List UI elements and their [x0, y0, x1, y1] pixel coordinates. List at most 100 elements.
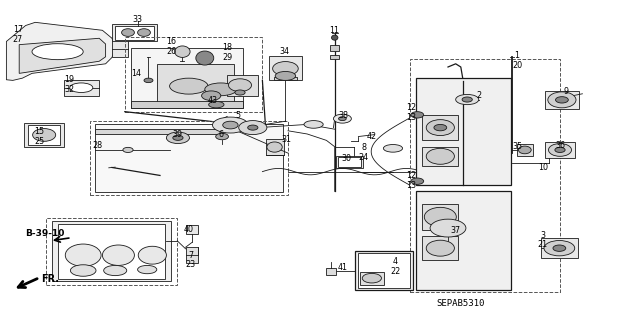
Ellipse shape [138, 265, 157, 274]
Bar [28, 125, 60, 145]
Ellipse shape [122, 29, 134, 36]
Ellipse shape [456, 94, 479, 105]
Bar [541, 238, 578, 258]
Bar [52, 221, 171, 281]
Ellipse shape [411, 112, 424, 118]
Text: 41: 41 [337, 263, 348, 272]
Bar [360, 272, 384, 285]
Ellipse shape [426, 240, 454, 256]
Ellipse shape [166, 132, 189, 144]
Ellipse shape [333, 114, 351, 123]
Bar [115, 26, 154, 40]
Ellipse shape [138, 246, 166, 264]
Ellipse shape [216, 133, 228, 140]
Bar [326, 268, 336, 275]
Ellipse shape [426, 148, 454, 164]
Ellipse shape [144, 78, 153, 83]
Ellipse shape [267, 142, 282, 152]
Bar [330, 45, 339, 51]
Text: FR.: FR. [42, 274, 60, 284]
Text: 12
13: 12 13 [406, 103, 416, 122]
Text: 10: 10 [538, 163, 548, 172]
Ellipse shape [123, 147, 133, 152]
Ellipse shape [304, 121, 323, 128]
Ellipse shape [273, 62, 298, 76]
Bar [266, 139, 284, 155]
Ellipse shape [555, 147, 565, 152]
Bar [545, 91, 579, 109]
Text: 39: 39 [173, 130, 183, 139]
Ellipse shape [175, 46, 190, 57]
Ellipse shape [173, 135, 183, 140]
Text: 3
21: 3 21 [538, 231, 548, 249]
Ellipse shape [248, 125, 258, 130]
Bar [58, 224, 165, 279]
Ellipse shape [332, 35, 338, 40]
Bar [46, 218, 177, 285]
Ellipse shape [212, 117, 248, 133]
Bar [274, 77, 297, 80]
Bar [416, 191, 511, 290]
Text: 42: 42 [366, 132, 376, 141]
Bar [545, 142, 575, 158]
Bar [186, 247, 198, 263]
Ellipse shape [205, 83, 237, 96]
Ellipse shape [138, 29, 150, 36]
Text: 43: 43 [207, 96, 218, 105]
Text: 4
22: 4 22 [390, 257, 401, 276]
Bar [95, 129, 223, 134]
Text: 35: 35 [512, 142, 522, 151]
Ellipse shape [339, 117, 346, 121]
Ellipse shape [196, 51, 214, 65]
Ellipse shape [33, 129, 56, 141]
Bar [422, 236, 458, 260]
Text: 6: 6 [218, 130, 223, 139]
Bar [90, 121, 288, 195]
Ellipse shape [553, 245, 566, 251]
Bar [112, 24, 157, 41]
Ellipse shape [430, 219, 466, 237]
Text: 33: 33 [132, 15, 143, 24]
Ellipse shape [411, 178, 424, 184]
Bar [157, 64, 234, 102]
Bar [125, 37, 262, 112]
Bar [422, 115, 458, 140]
Ellipse shape [228, 79, 252, 92]
Ellipse shape [202, 91, 221, 100]
Ellipse shape [462, 97, 472, 102]
Ellipse shape [518, 146, 531, 154]
Text: 30: 30 [342, 154, 352, 163]
Text: 36: 36 [555, 141, 565, 150]
Ellipse shape [434, 124, 447, 131]
Text: 2: 2 [476, 91, 481, 100]
Text: 7
23: 7 23 [186, 251, 196, 269]
Ellipse shape [544, 241, 575, 256]
Ellipse shape [424, 207, 456, 226]
Text: 15
25: 15 25 [35, 127, 45, 146]
Text: 14: 14 [131, 69, 141, 78]
Bar [355, 251, 413, 290]
Ellipse shape [235, 90, 245, 95]
Text: 37: 37 [451, 226, 461, 235]
Bar [24, 123, 64, 147]
Ellipse shape [70, 83, 93, 93]
Text: 28: 28 [92, 141, 102, 150]
Bar [227, 75, 258, 96]
Bar [416, 78, 511, 185]
Text: 19
32: 19 32 [64, 75, 74, 94]
Text: 9: 9 [564, 87, 569, 96]
Polygon shape [19, 38, 106, 73]
Bar [410, 59, 560, 292]
Ellipse shape [65, 244, 101, 266]
Ellipse shape [102, 245, 134, 265]
Bar [131, 101, 243, 108]
Bar [422, 147, 458, 166]
Polygon shape [6, 22, 115, 80]
Ellipse shape [239, 121, 267, 135]
Text: SEPAB5310: SEPAB5310 [436, 299, 485, 308]
Bar [112, 38, 128, 57]
Bar [358, 253, 410, 288]
Text: 31: 31 [282, 135, 292, 144]
Ellipse shape [275, 71, 296, 80]
Text: 18
29: 18 29 [222, 43, 232, 62]
